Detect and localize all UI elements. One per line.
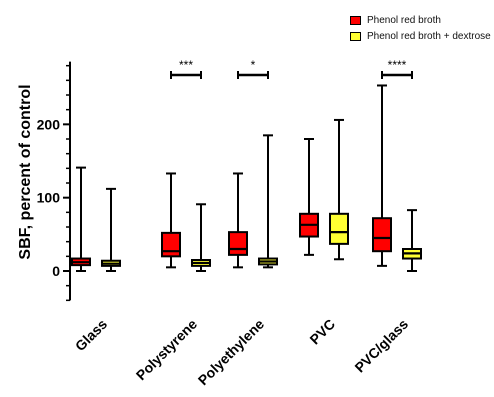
legend-label: Phenol red broth xyxy=(367,14,441,26)
axis-layer xyxy=(63,61,71,302)
x-category-label: Glass xyxy=(72,316,110,354)
legend: Phenol red broth Phenol red broth + dext… xyxy=(350,12,491,44)
legend-item-phenol-red-broth-dextrose: Phenol red broth + dextrose xyxy=(350,28,491,44)
x-category-label: PVC/glass xyxy=(351,316,411,376)
significance-layer: *** * **** xyxy=(170,58,413,79)
x-category-label: Polyethylene xyxy=(195,316,268,389)
box xyxy=(372,217,392,253)
legend-label: Phenol red broth + dextrose xyxy=(367,30,491,42)
y-tick-label: 200 xyxy=(37,116,61,132)
x-category-label: Polystyrene xyxy=(133,316,201,384)
y-tick-label: 0 xyxy=(52,263,60,279)
x-category-label: PVC xyxy=(306,316,338,348)
legend-swatch-red xyxy=(350,15,361,25)
y-axis-label: SBF, percent of control xyxy=(17,84,34,259)
box-layer xyxy=(71,84,422,272)
significance-label: * xyxy=(251,58,256,72)
box xyxy=(228,231,248,256)
significance-label: **** xyxy=(388,58,407,72)
y-tick-label: 100 xyxy=(37,190,61,206)
legend-item-phenol-red-broth: Phenol red broth xyxy=(350,12,491,28)
box xyxy=(329,212,349,245)
significance-label: *** xyxy=(179,58,193,72)
legend-swatch-yellow xyxy=(350,31,361,41)
box xyxy=(161,231,181,258)
